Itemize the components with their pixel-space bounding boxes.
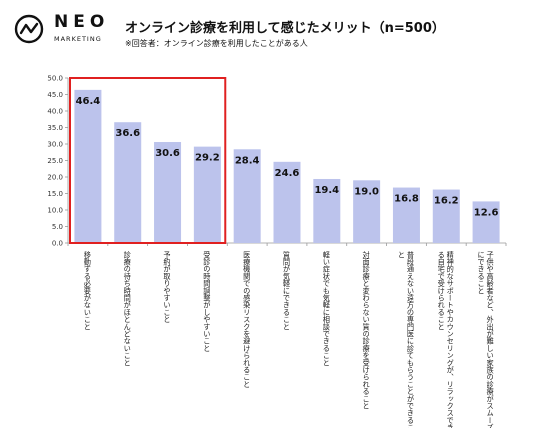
data-label: 12.6 (474, 207, 499, 218)
brand-name: NEO (54, 12, 110, 32)
y-tick-label: 30.0 (47, 141, 63, 149)
category-label: 普段通えない遠方の専門医に診てもらうことができること (397, 250, 415, 428)
category-label: 精神的なサポートやカウンセリングが、リラックスできる自宅で受けられること (437, 250, 455, 428)
bar (114, 122, 142, 243)
category-label: 子供や高齢者など、外出が難しい家族の診療がスムーズにできること (477, 251, 495, 428)
data-label: 30.6 (155, 148, 180, 159)
brand-logo: NEO MARKETING (14, 12, 114, 52)
category-label: 診療の待ち時間がほとんどないこと (123, 250, 132, 366)
y-tick-label: 50.0 (47, 75, 63, 83)
data-label: 16.8 (394, 194, 419, 205)
category-label: 質問が気軽にできること (283, 250, 292, 330)
bar (74, 89, 102, 243)
chart-title: オンライン診療を利用して感じたメリット（n=500） (125, 21, 445, 36)
y-tick-label: 35.0 (47, 124, 63, 132)
data-label: 46.4 (76, 96, 101, 107)
y-tick-label: 40.0 (47, 108, 63, 116)
data-label: 16.2 (434, 196, 459, 207)
chart-note: ※回答者：オンライン診療を利用したことがある人 (125, 39, 308, 48)
bar (154, 142, 182, 243)
category-label: 医療機関での感染リスクを避けられること (243, 251, 252, 388)
data-label: 24.6 (275, 168, 300, 179)
bar (233, 149, 261, 243)
bar (353, 180, 381, 243)
bar (273, 161, 301, 243)
y-tick-label: 0.0 (52, 240, 63, 248)
category-label: 移動する必要がないこと (83, 250, 92, 330)
y-tick-label: 20.0 (47, 174, 63, 182)
category-label: 予約が取りやすいこと (163, 251, 172, 323)
category-label: 対面診療と変わらない質の診療を受けられること (362, 250, 371, 409)
data-label: 19.4 (314, 185, 339, 196)
data-label: 29.2 (195, 153, 220, 164)
bar (432, 189, 460, 243)
bar (193, 146, 221, 243)
bar (472, 201, 500, 243)
brand-subtitle: MARKETING (54, 35, 102, 43)
bar (392, 187, 420, 243)
y-tick-label: 45.0 (47, 91, 63, 99)
y-tick-label: 10.0 (47, 207, 63, 215)
category-label: 受診の時間調整がしやすいこと (203, 250, 212, 352)
bar (313, 178, 341, 243)
logo-mark-icon (14, 14, 44, 44)
category-label: 軽い症状でも気軽に相談できること (322, 250, 331, 366)
highlight-box (69, 77, 227, 244)
data-label: 36.6 (115, 128, 140, 139)
y-tick-label: 25.0 (47, 157, 63, 165)
data-label: 28.4 (235, 155, 260, 166)
data-label: 19.0 (354, 186, 379, 197)
y-tick-label: 5.0 (52, 223, 63, 231)
y-tick-label: 15.0 (47, 190, 63, 198)
